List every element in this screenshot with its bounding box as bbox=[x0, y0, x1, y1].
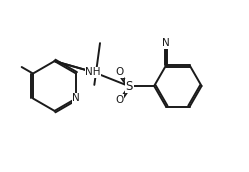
Text: O: O bbox=[116, 67, 124, 77]
Text: S: S bbox=[125, 79, 133, 93]
Text: N: N bbox=[162, 38, 170, 48]
Text: N: N bbox=[72, 93, 80, 103]
Text: NH: NH bbox=[85, 67, 101, 77]
Text: O: O bbox=[116, 95, 124, 105]
